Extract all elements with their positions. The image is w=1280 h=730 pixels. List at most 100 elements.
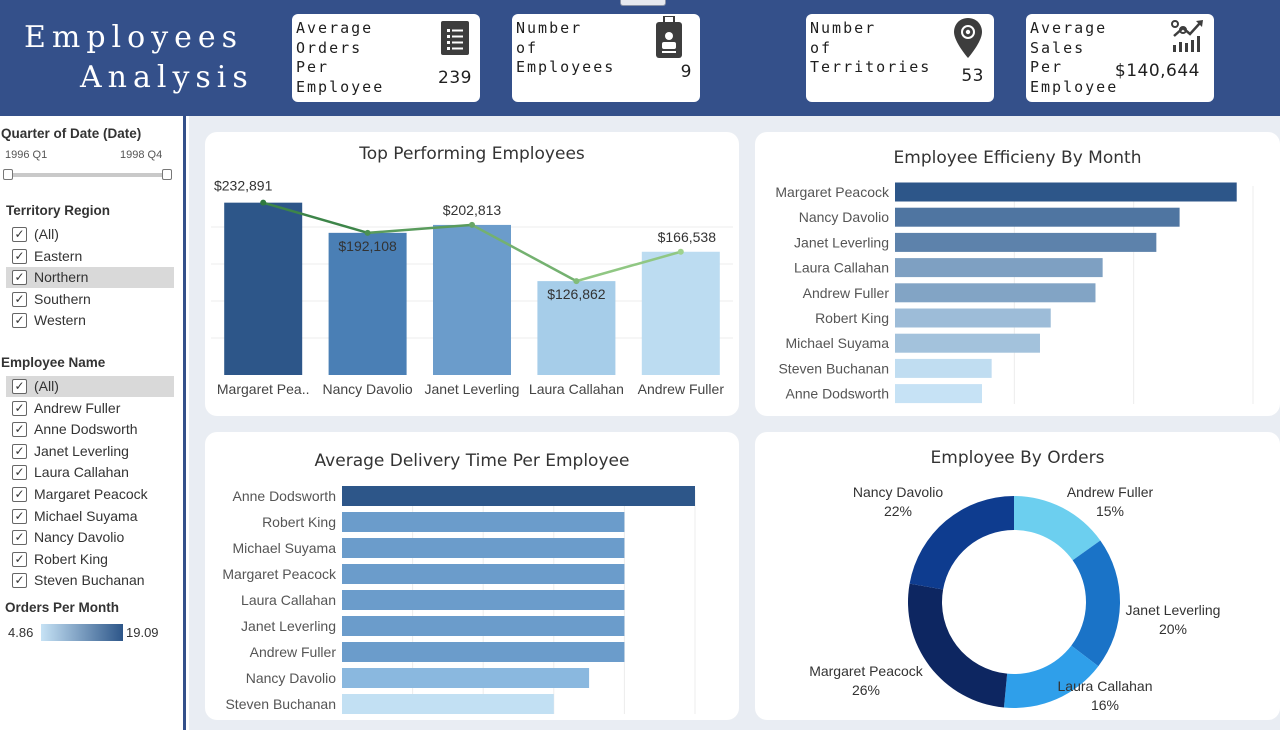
bar[interactable] [342,486,695,506]
bar[interactable] [224,202,303,375]
employee-filter-item[interactable]: ✓ Nancy Davolio [6,527,174,548]
title-line-2: Analysis [80,60,254,95]
checkbox-icon[interactable]: ✓ [12,227,27,242]
bar[interactable] [895,384,982,404]
donut-slice[interactable] [1071,540,1120,667]
sales-line-segment [367,223,473,235]
drag-handle[interactable] [620,0,666,6]
region-filter-item-label: Western [34,312,86,329]
checkbox-icon[interactable]: ✓ [12,508,27,524]
employee-filter-item-label: (All) [34,378,59,394]
top-performing-title: Top Performing Employees [359,144,585,164]
kpi-num-territories: Number of Territories 53 [806,14,994,102]
donut-slice[interactable] [908,583,1008,708]
y-tick-label: Laura Callahan [241,592,336,608]
date-slider-start-handle[interactable] [3,169,13,180]
employee-filter-item[interactable]: ✓ Robert King [6,549,174,570]
bar[interactable] [342,564,625,584]
donut-slice[interactable] [1003,645,1099,708]
region-filter-item[interactable]: ✓ Northern [6,267,174,289]
bar[interactable] [342,694,554,714]
bar[interactable] [342,512,625,532]
header-bar: Employees Analysis Average Orders Per Em… [0,0,1280,116]
bar[interactable] [895,258,1103,278]
bar[interactable] [895,232,1157,252]
checkbox-icon[interactable]: ✓ [12,379,27,394]
delivery-title: Average Delivery Time Per Employee [314,451,630,471]
employee-filter-item[interactable]: ✓ Margaret Peacock [6,484,174,505]
region-filter-item[interactable]: ✓ Eastern [6,246,174,267]
sales-line-point[interactable] [260,199,267,206]
bar[interactable] [895,182,1237,202]
data-label: $232,891 [214,178,273,194]
bar[interactable] [895,207,1180,227]
sales-line-point[interactable] [573,278,580,285]
sales-line-point[interactable] [469,221,475,228]
y-tick-label: Robert King [262,514,336,530]
donut-slice[interactable] [909,496,1014,590]
x-tick-label: Janet Leverling [425,381,520,397]
x-tick-label: Nancy Davolio [322,381,412,397]
date-range-slider[interactable] [6,173,170,177]
slice-label: Nancy Davolio [853,484,943,500]
employee-filter-item[interactable]: ✓ Andrew Fuller [6,398,174,419]
region-filter-item[interactable]: ✓ (All) [6,224,174,245]
sales-line-point[interactable] [677,248,684,255]
y-tick-label: Nancy Davolio [799,209,889,225]
checkbox-icon[interactable]: ✓ [12,530,27,546]
checkbox-icon[interactable]: ✓ [12,422,27,438]
bar[interactable] [895,333,1040,353]
bar[interactable] [895,283,1096,303]
checkbox-icon[interactable]: ✓ [12,487,27,502]
checkbox-icon[interactable]: ✓ [12,248,27,264]
employee-filter-item[interactable]: ✓ (All) [6,376,174,397]
slice-label: Janet Leverling [1126,602,1221,618]
employee-filter-item-label: Michael Suyama [34,507,138,524]
employee-filter-item[interactable]: ✓ Janet Leverling [6,441,174,462]
employee-filter-item-label: Steven Buchanan [34,572,145,589]
kpi-value: $140,644 [1114,61,1200,81]
checkbox-icon[interactable]: ✓ [12,270,27,286]
employee-filter-item[interactable]: ✓ Steven Buchanan [6,570,174,591]
data-label: $202,813 [443,202,502,218]
sales-line-point[interactable] [364,229,371,236]
bar[interactable] [328,232,407,375]
bar[interactable] [342,590,625,610]
checkbox-icon[interactable]: ✓ [12,313,27,329]
y-tick-label: Nancy Davolio [246,670,336,686]
region-filter-item[interactable]: ✓ Western [6,310,174,331]
color-legend-gradient [41,624,123,641]
slice-label: Margaret Peacock [809,663,924,679]
bar[interactable] [537,281,616,375]
checkbox-icon[interactable]: ✓ [12,291,27,307]
date-filter-end: 1998 Q4 [120,149,163,161]
checkbox-icon[interactable]: ✓ [12,573,27,589]
bar[interactable] [641,251,720,375]
bar[interactable] [342,668,590,688]
bar[interactable] [433,224,511,375]
employee-filter-item[interactable]: ✓ Laura Callahan [6,462,174,483]
bar[interactable] [342,538,625,558]
y-tick-label: Robert King [815,310,889,326]
y-tick-label: Michael Suyama [233,540,337,556]
checkbox-icon[interactable]: ✓ [12,551,27,567]
bar[interactable] [342,616,625,636]
bar[interactable] [895,308,1051,328]
kpi-avg-sales: Average Sales Per Employee $140,644 [1026,14,1214,102]
region-filter-item[interactable]: ✓ Southern [6,289,174,310]
donut-slice[interactable] [1014,496,1101,561]
region-filter-label: Territory Region [6,203,111,218]
employee-filter-item[interactable]: ✓ Anne Dodsworth [6,419,174,440]
bar[interactable] [342,642,625,662]
checkbox-icon[interactable]: ✓ [12,400,27,416]
employee-filter-item-label: Andrew Fuller [34,399,121,416]
bar[interactable] [895,358,992,378]
checkbox-icon[interactable]: ✓ [12,465,27,481]
slice-label: Andrew Fuller [1067,484,1154,500]
data-label: $126,862 [547,286,606,302]
y-tick-label: Margaret Peacock [775,184,890,200]
employee-filter-item[interactable]: ✓ Michael Suyama [6,506,174,527]
checkbox-icon[interactable]: ✓ [12,443,27,459]
slice-label: Laura Callahan [1058,678,1153,694]
date-slider-end-handle[interactable] [162,169,172,180]
